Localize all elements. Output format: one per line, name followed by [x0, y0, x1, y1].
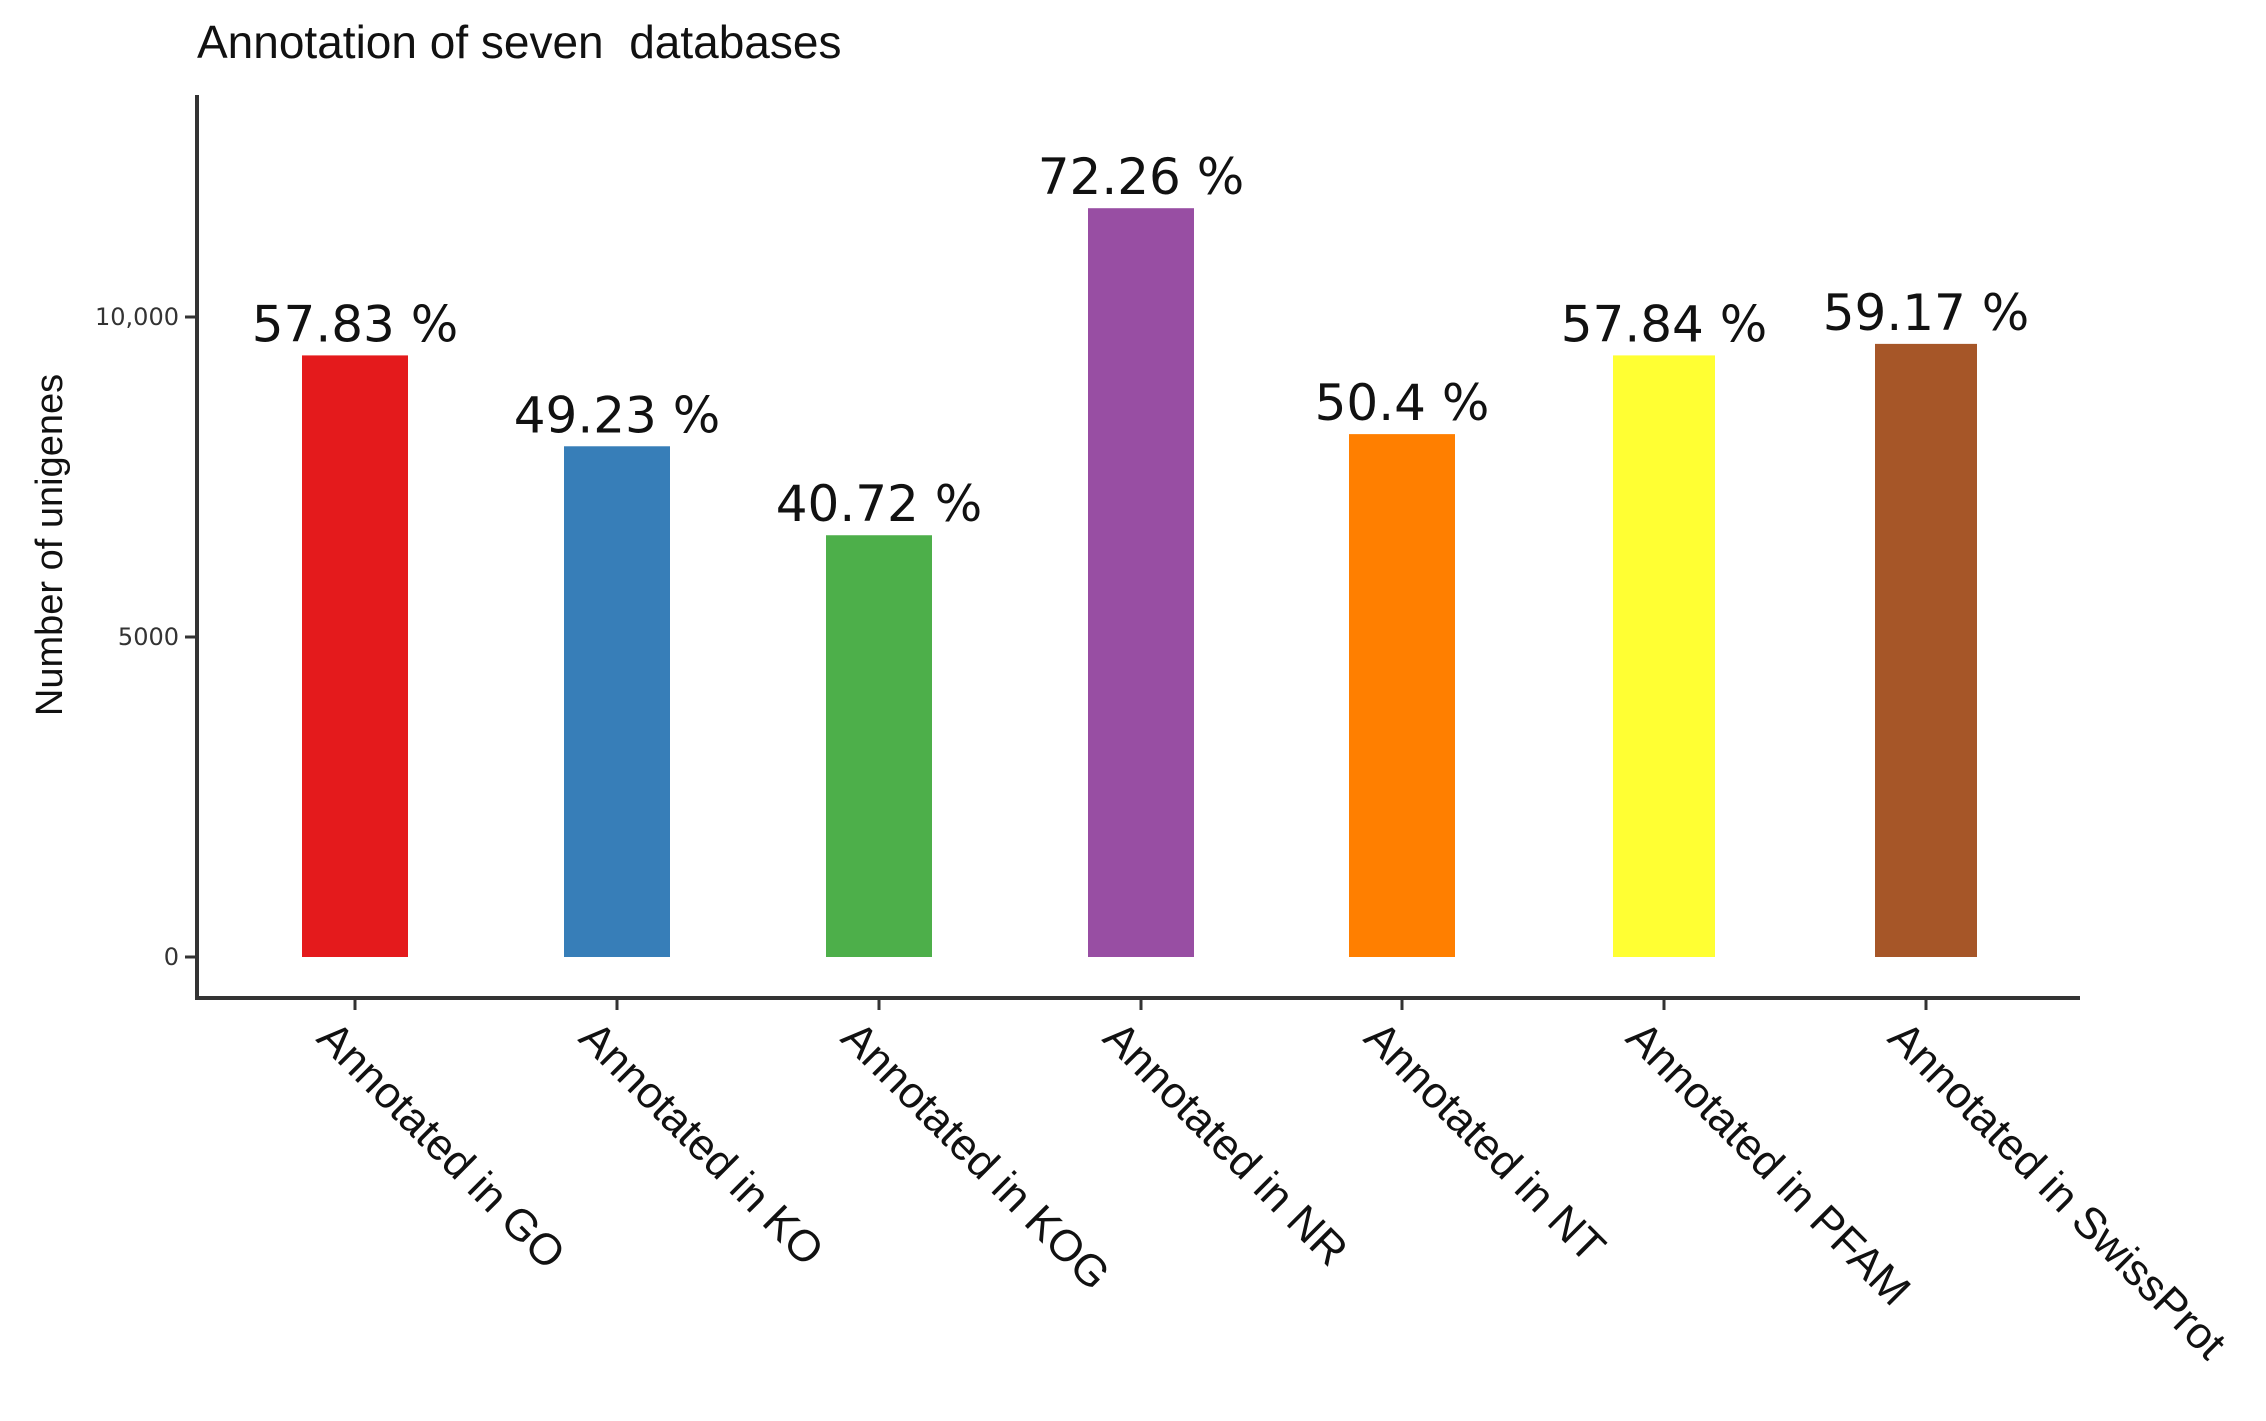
y-axis-label: Number of unigenes	[29, 374, 71, 716]
data-labels: 57.83 % 49.23 % 40.72 % 72.26 % 50.4 % 57.84 …	[252, 148, 2030, 533]
bar	[1088, 208, 1194, 957]
y-tick-label: 5000	[118, 623, 179, 651]
bar	[302, 355, 408, 957]
bar	[1349, 434, 1455, 957]
bar	[1875, 343, 1977, 957]
data-label: 57.84 %	[1561, 295, 1768, 353]
data-label: 49.23 %	[514, 386, 721, 444]
data-label: 72.26 %	[1038, 148, 1245, 206]
data-label: 59.17 %	[1823, 284, 2030, 342]
x-tick-label: Annotated in PFAM	[1617, 1012, 1920, 1315]
x-tick-label: Annotated in KOG	[832, 1012, 1119, 1299]
x-tick-label: Annotated in GO	[308, 1012, 574, 1278]
bar	[826, 535, 932, 957]
bars	[302, 208, 1977, 957]
bar	[564, 446, 670, 957]
bar	[1613, 355, 1715, 957]
data-label: 50.4 %	[1315, 374, 1490, 432]
y-tick-label: 10,000	[95, 303, 179, 331]
x-tick-label: Annotated in NR	[1094, 1012, 1357, 1275]
x-tick-label: Annotated in SwissProt	[1879, 1012, 2235, 1368]
y-tick-label: 0	[164, 943, 179, 971]
x-tick-label: Annotated in NT	[1355, 1012, 1614, 1271]
chart-title: Annotation of seven databases	[197, 16, 841, 68]
y-axis-ticks: 0 5000 10,000	[95, 303, 197, 971]
data-label: 57.83 %	[252, 295, 459, 353]
data-label: 40.72 %	[776, 475, 983, 533]
x-tick-label: Annotated in KO	[570, 1012, 833, 1275]
